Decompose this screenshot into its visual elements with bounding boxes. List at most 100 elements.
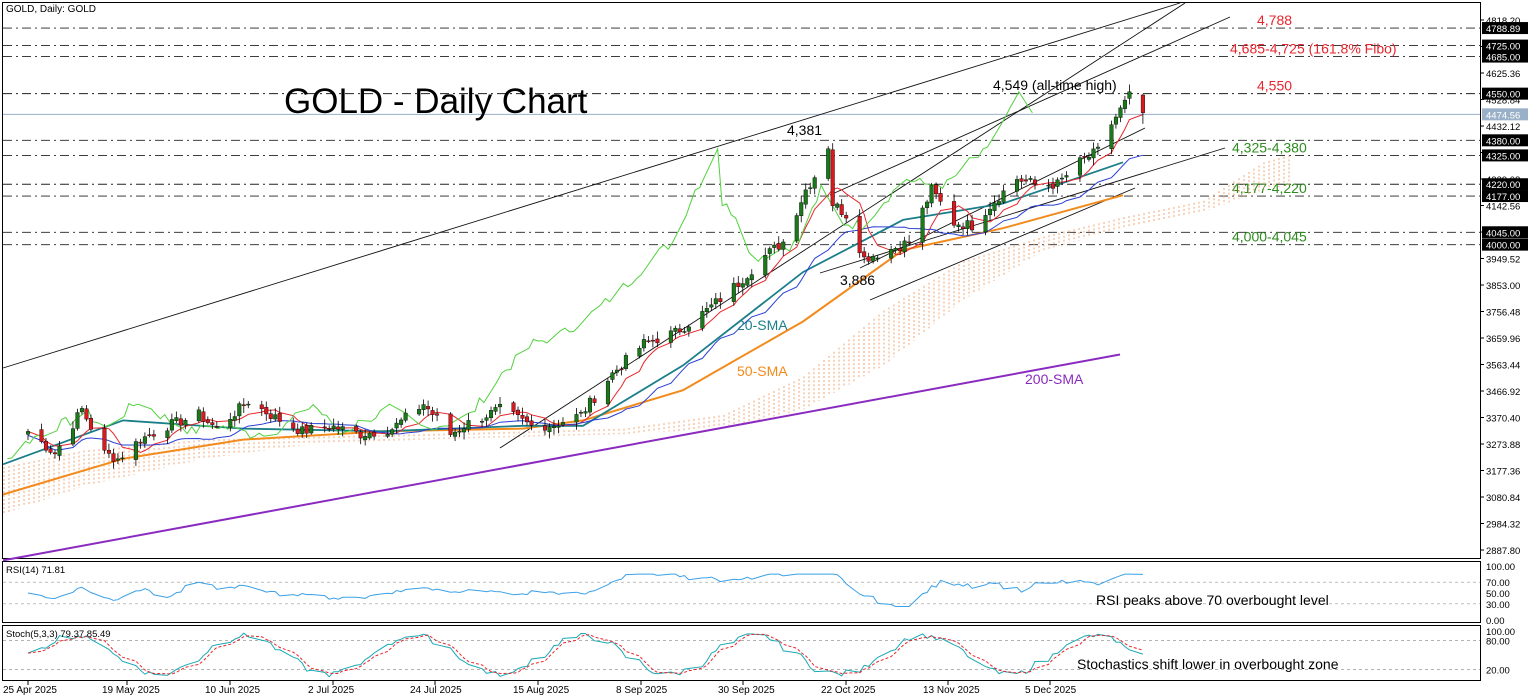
rsi-tick: 70.00 <box>1486 578 1510 589</box>
trendline-2 <box>819 147 1226 274</box>
candle-body <box>988 208 993 216</box>
candle-body <box>363 436 368 441</box>
price-tag-bg <box>1482 87 1528 100</box>
candle-body <box>1055 179 1060 187</box>
candle-body <box>327 428 332 430</box>
y-tick-label: 3466.92 <box>1486 387 1520 398</box>
candle-body <box>1077 157 1082 176</box>
y-tick-label: 3756.48 <box>1486 308 1520 319</box>
candle-body <box>493 407 498 412</box>
ath-label: 4,549 (all-time high) <box>993 77 1117 93</box>
rsi-line <box>27 573 1143 607</box>
candle-body <box>920 207 925 243</box>
candle-body <box>385 434 390 437</box>
candle-body <box>934 184 939 195</box>
candle-body <box>241 404 246 406</box>
price-tag-label: 4788.89 <box>1486 24 1520 35</box>
candle-body <box>421 404 426 410</box>
candle-body <box>1095 146 1100 149</box>
candle-body <box>304 424 309 434</box>
y-tick-label: 3273.88 <box>1486 440 1520 451</box>
candle-body <box>560 422 565 426</box>
candle-body <box>259 404 264 410</box>
candle-body <box>457 430 462 433</box>
candle-body <box>713 298 718 305</box>
y-tick-label: 3563.44 <box>1486 361 1520 372</box>
sma50-line <box>2 194 1124 496</box>
candle-body <box>295 428 300 434</box>
candle-body <box>115 458 120 461</box>
time-axis: 25 Apr 2025 19 May 2025 10 Jun 2025 2 Jul 2… <box>3 681 1077 696</box>
candle-body <box>399 419 404 425</box>
candle-body <box>1024 179 1029 182</box>
candle-body <box>394 422 399 429</box>
candle-body <box>48 448 53 453</box>
tenkan-line <box>27 114 1144 453</box>
price-tag-bg <box>1482 149 1528 162</box>
candle-body <box>106 450 111 454</box>
price-tag-bg <box>1482 190 1528 203</box>
candle-body <box>619 368 624 371</box>
candle-body <box>57 445 62 456</box>
candle-body <box>1091 148 1096 159</box>
x-tick-label: 30 Sep 2025 <box>718 685 775 696</box>
candle-body <box>997 201 1002 205</box>
candle-body <box>677 328 682 333</box>
candle-body <box>623 355 628 369</box>
candle-body <box>435 413 440 416</box>
price-tag-label: 4000.00 <box>1486 241 1520 252</box>
candle-body <box>273 414 278 420</box>
candle-body <box>466 420 471 430</box>
candle-body <box>138 441 143 444</box>
stoch-tick: 100.00 <box>1486 627 1515 638</box>
x-tick-label: 15 Aug 2025 <box>513 685 570 696</box>
price-tag-label: 4685.00 <box>1486 53 1520 64</box>
candle-body <box>1082 156 1087 158</box>
main-pane-frame <box>2 2 1481 559</box>
candle-body <box>430 410 435 415</box>
candle-body <box>682 331 687 333</box>
candle-body <box>169 419 174 431</box>
candle-body <box>291 422 296 429</box>
chart-title: GOLD - Daily Chart <box>284 82 588 121</box>
candle-body <box>862 251 867 258</box>
price-tag-bg <box>1482 178 1528 191</box>
y-tick-label: 2887.80 <box>1486 546 1520 557</box>
candle-body <box>453 431 458 437</box>
candle-body <box>839 204 844 215</box>
candle-body <box>902 240 907 252</box>
price-tag-label: 4380.00 <box>1486 136 1520 147</box>
candle-body <box>151 434 156 437</box>
candle-body <box>749 274 754 281</box>
candle-body <box>889 248 894 259</box>
price-tag-label: 4325.00 <box>1486 151 1520 162</box>
candle-body <box>1086 157 1091 160</box>
candle-body <box>781 241 786 250</box>
candle-body <box>592 398 597 403</box>
candle-body <box>1019 178 1024 182</box>
candle-body <box>961 226 966 229</box>
sma200-line <box>2 353 1121 562</box>
candle-body <box>75 412 80 429</box>
candle-body <box>210 422 215 425</box>
candle-body <box>1113 116 1118 125</box>
candle-body <box>610 372 615 380</box>
y-tick-label: 4432.12 <box>1486 122 1520 133</box>
candle-body <box>731 283 736 302</box>
candle-body <box>277 413 282 422</box>
y-tick-label: 3370.40 <box>1486 414 1520 425</box>
candle-body <box>133 441 138 460</box>
candle-body <box>264 407 269 415</box>
candle-body <box>183 419 188 426</box>
candle-body <box>938 193 943 202</box>
candle-body <box>808 187 813 189</box>
candle-body <box>372 431 377 437</box>
candle-body <box>480 421 485 423</box>
candle-body <box>529 420 534 426</box>
rsi-label: RSI(14) 71.81 <box>6 565 65 576</box>
candle-body <box>39 429 44 442</box>
trendline-4 <box>829 16 1231 196</box>
horizontal-levels: 4,788 4,685-4,725 (161.8% Fibo) 4,550 4,325… <box>3 12 1480 246</box>
candle-body <box>1032 179 1037 185</box>
